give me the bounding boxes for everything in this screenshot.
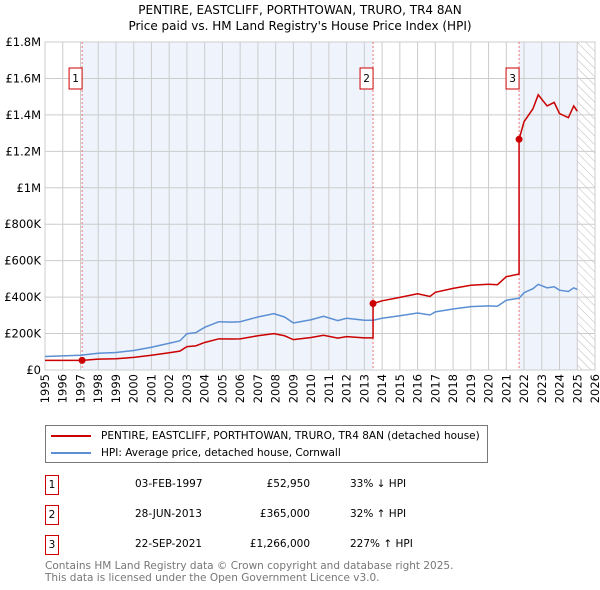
x-tick-label: 2019 [464, 374, 478, 403]
x-tick-label: 2021 [499, 374, 513, 403]
sale-row: 2 28-JUN-2013 £365,000 32% ↑ HPI [45, 505, 465, 527]
sale-row: 1 03-FEB-1997 £52,950 33% ↓ HPI [45, 475, 465, 497]
legend-label: PENTIRE, EASTCLIFF, PORTHTOWAN, TRURO, T… [101, 430, 480, 442]
footer-copyright: Contains HM Land Registry data © Crown c… [45, 560, 454, 572]
x-tick-label: 2008 [269, 374, 283, 403]
y-tick-label: £1.4M [5, 108, 41, 122]
y-tick-label: £1.8M [5, 35, 41, 49]
property-price-line [45, 93, 578, 362]
sale-number: 1 [45, 475, 59, 495]
x-tick-label: 1995 [38, 374, 52, 403]
sale-hpi: 227% ↑ HPI [350, 538, 413, 550]
legend-swatch-blue [51, 452, 91, 454]
x-tick-label: 2016 [411, 374, 425, 403]
x-tick-label: 2001 [144, 374, 158, 403]
x-tick-label: 2025 [570, 374, 584, 403]
shaded-period [519, 42, 578, 370]
legend-item-property: PENTIRE, EASTCLIFF, PORTHTOWAN, TRURO, T… [46, 428, 480, 444]
x-tick-label: 2015 [393, 374, 407, 403]
x-tick-label: 2007 [251, 374, 265, 403]
x-tick-label: 2026 [588, 374, 600, 403]
y-tick-label: £1M [16, 181, 41, 195]
x-tick-label: 2013 [357, 374, 371, 403]
sale-date: 22-SEP-2021 [135, 538, 203, 550]
sale-point [515, 135, 523, 143]
chart-title: PENTIRE, EASTCLIFF, PORTHTOWAN, TRURO, T… [138, 3, 461, 17]
x-tick-label: 2024 [553, 374, 567, 403]
sale-point [369, 299, 377, 307]
x-tick-label: 1997 [73, 374, 87, 403]
x-tick-label: 2009 [286, 374, 300, 403]
legend-swatch-red [51, 435, 91, 437]
hpi-line [44, 283, 578, 358]
sale-label: 3 [509, 73, 516, 85]
x-tick-label: 2010 [304, 374, 318, 403]
x-tick-label: 2003 [180, 374, 194, 403]
y-tick-label: £1.6M [5, 71, 41, 85]
sale-price: £1,266,000 [249, 538, 310, 550]
x-tick-label: 1999 [109, 374, 123, 403]
sale-number: 2 [45, 505, 59, 525]
legend: PENTIRE, EASTCLIFF, PORTHTOWAN, TRURO, T… [45, 425, 488, 463]
sale-date: 03-FEB-1997 [135, 478, 203, 490]
x-tick-label: 1998 [91, 374, 105, 403]
x-tick-label: 2004 [198, 374, 212, 403]
chart-subtitle: Price paid vs. HM Land Registry's House … [128, 19, 471, 33]
footer-licence: This data is licensed under the Open Gov… [45, 572, 380, 584]
y-tick-label: £600K [4, 254, 41, 268]
sale-label: 2 [363, 73, 370, 85]
price-chart: PENTIRE, EASTCLIFF, PORTHTOWAN, TRURO, T… [4, 3, 600, 403]
sale-label-box [359, 67, 374, 90]
sale-row: 3 22-SEP-2021 £1,266,000 227% ↑ HPI [45, 535, 465, 557]
sale-number: 3 [45, 535, 59, 555]
sale-label-box [68, 67, 83, 90]
sale-point [78, 356, 86, 364]
forecast-hatch [577, 42, 595, 370]
sale-label: 1 [72, 73, 79, 85]
x-tick-label: 2000 [127, 374, 141, 403]
y-tick-label: £0 [26, 363, 41, 377]
sale-price: £52,950 [266, 478, 310, 490]
sale-hpi: 33% ↓ HPI [350, 478, 407, 490]
x-tick-label: 2002 [162, 374, 176, 403]
x-tick-label: 2017 [428, 374, 442, 403]
sale-date: 28-JUN-2013 [135, 508, 202, 520]
x-tick-label: 2006 [233, 374, 247, 403]
sale-price: £365,000 [259, 508, 310, 520]
y-tick-label: £800K [4, 217, 41, 231]
x-tick-label: 2011 [322, 374, 336, 403]
x-tick-label: 2018 [446, 374, 460, 403]
legend-label: HPI: Average price, detached house, Corn… [101, 447, 341, 459]
x-tick-label: 2005 [215, 374, 229, 403]
x-tick-label: 1996 [56, 374, 70, 403]
x-tick-label: 2014 [375, 374, 389, 403]
y-tick-label: £400K [4, 290, 41, 304]
x-tick-label: 2022 [517, 374, 531, 403]
x-tick-label: 2023 [535, 374, 549, 403]
x-tick-label: 2012 [340, 374, 354, 403]
x-tick-label: 2020 [482, 374, 496, 403]
sale-hpi: 32% ↑ HPI [350, 508, 407, 520]
y-tick-label: £200K [4, 327, 41, 341]
plot-border [44, 41, 596, 371]
legend-item-hpi: HPI: Average price, detached house, Corn… [46, 445, 341, 461]
y-tick-label: £1.2M [5, 144, 41, 158]
sale-label-box [505, 67, 520, 90]
shaded-period [82, 42, 374, 370]
